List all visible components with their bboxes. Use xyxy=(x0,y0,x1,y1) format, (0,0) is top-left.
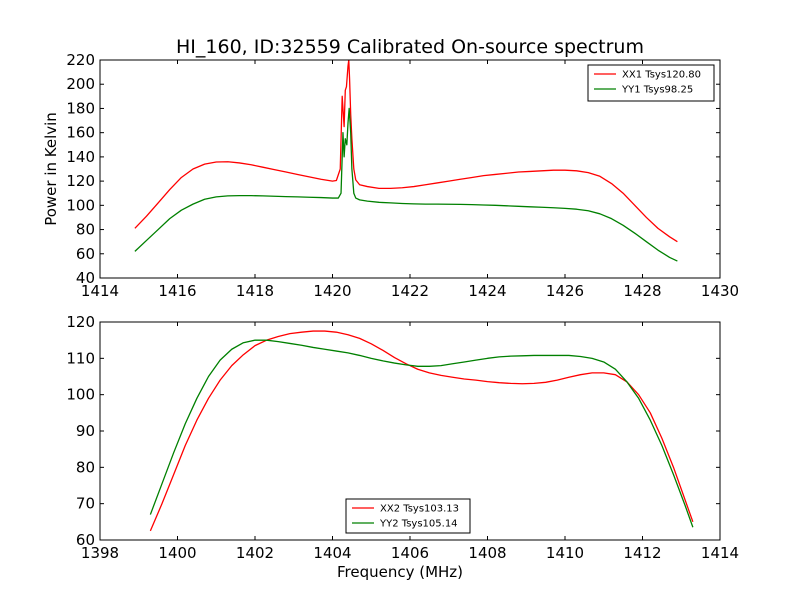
x-tick-label: 1406 xyxy=(391,544,429,562)
legend: XX1 Tsys120.80 YY1 Tsys98.25 xyxy=(587,64,715,102)
x-tick-label: 1430 xyxy=(701,282,739,300)
y-tick-label: 160 xyxy=(66,124,95,142)
x-tick-label: 1404 xyxy=(313,544,351,562)
y-tick-label: 120 xyxy=(66,313,95,331)
legend-entry: XX1 Tsys120.80 xyxy=(622,70,701,81)
series-line-yy-2 xyxy=(149,339,694,528)
x-tick-label: 1412 xyxy=(623,544,661,562)
top-spectrum-plot: 1414 1416 1418 1420 1422 1424 1426 1428 1430 40 60… xyxy=(42,51,739,300)
x-tick-label: 1420 xyxy=(313,282,351,300)
x-tick-label: 1408 xyxy=(468,544,506,562)
legend-entry: YY2 Tsys105.14 xyxy=(379,519,458,530)
y-tick-label: 40 xyxy=(76,269,95,287)
y-tick-label: 60 xyxy=(76,531,95,549)
y-tick-label: 110 xyxy=(66,349,95,367)
y-tick-label: 70 xyxy=(76,495,95,513)
y-tick-label: 180 xyxy=(66,99,95,117)
y-tick-label: 120 xyxy=(66,172,95,190)
x-tick-label: 1400 xyxy=(158,544,196,562)
x-tick-label: 1422 xyxy=(391,282,429,300)
legend-entry: XX2 Tsys103.13 xyxy=(380,504,459,515)
x-tick-label: 1428 xyxy=(623,282,661,300)
bottom-spectrum-plot: 1398 1400 1402 1404 1406 1408 1410 1412 1414 60 70… xyxy=(66,313,739,581)
series-line-xx-1 xyxy=(134,60,678,243)
x-tick-label: 1402 xyxy=(236,544,274,562)
y-tick-label: 100 xyxy=(66,196,95,214)
y-tick-label: 60 xyxy=(76,245,95,263)
y-axis-label: Power in Kelvin xyxy=(42,112,60,226)
x-tick-label: 1426 xyxy=(546,282,584,300)
legend-box xyxy=(587,64,715,102)
x-tick-label: 1398 xyxy=(81,544,119,562)
chart-title: HI_160, ID:32559 Calibrated On-source sp… xyxy=(176,36,644,58)
y-tick-label: 140 xyxy=(66,148,95,166)
legend-box xyxy=(345,498,471,534)
legend: XX2 Tsys103.13 YY2 Tsys105.14 xyxy=(345,498,471,534)
series-line-xx-2 xyxy=(149,330,694,532)
x-tick-label: 1424 xyxy=(468,282,506,300)
legend-entry: YY1 Tsys98.25 xyxy=(621,85,693,96)
x-tick-label: 1414 xyxy=(81,282,119,300)
y-tick-label: 220 xyxy=(66,51,95,69)
y-tick-label: 200 xyxy=(66,75,95,93)
x-tick-label: 1410 xyxy=(546,544,584,562)
x-tick-label: 1416 xyxy=(158,282,196,300)
y-tick-label: 80 xyxy=(76,221,95,239)
x-tick-label: 1418 xyxy=(236,282,274,300)
series-line-yy-1 xyxy=(134,107,678,262)
x-tick-label: 1414 xyxy=(701,544,739,562)
y-tick-label: 80 xyxy=(76,458,95,476)
y-tick-label: 90 xyxy=(76,422,95,440)
y-tick-label: 100 xyxy=(66,386,95,404)
x-axis-label: Frequency (MHz) xyxy=(337,563,463,581)
